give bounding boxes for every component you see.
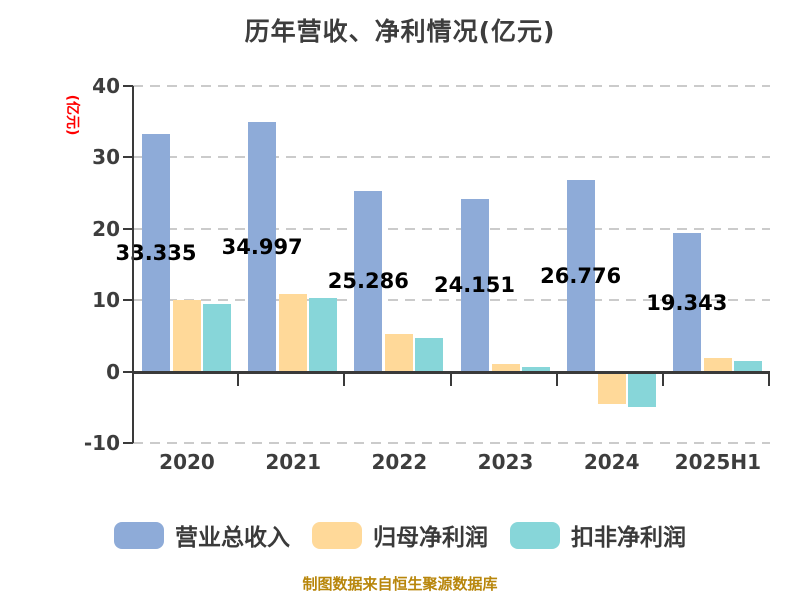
bar-扣非净利润-2023 — [521, 367, 550, 372]
bar-value-label: 26.776 — [540, 264, 622, 288]
chart-title: 历年营收、净利情况(亿元) — [244, 17, 556, 46]
bar-扣非净利润-2021 — [309, 298, 338, 372]
bar-value-label: 33.335 — [115, 240, 197, 265]
bar-归母净利润-2025H1 — [703, 358, 732, 372]
x-axis-tick — [555, 373, 558, 386]
x-tick-label-2022: 2022 — [371, 450, 428, 474]
legend-item-deducted-profit: 扣非净利润 — [510, 518, 686, 552]
bar-营业总收入-2023 — [460, 199, 489, 372]
legend: 营业总收入 归母净利润 扣非净利润 — [0, 518, 800, 552]
bar-value-label: 19.343 — [646, 290, 728, 315]
bar-营业总收入-2020 — [142, 133, 170, 372]
legend-item-net-profit: 归母净利润 — [312, 518, 488, 552]
x-axis-tick — [661, 373, 664, 386]
y-axis-line — [132, 86, 134, 443]
bar-营业总收入-2025H1 — [672, 233, 701, 372]
gridline-40 — [133, 85, 770, 87]
legend-label-net-profit: 归母净利润 — [373, 525, 488, 551]
x-tick-label-2023: 2023 — [477, 450, 534, 474]
bar-归母净利润-2021 — [279, 293, 308, 372]
y-tick-label: 10 — [92, 288, 120, 313]
bar-营业总收入-2024 — [566, 180, 595, 372]
deducted-profit-swatch-icon — [510, 521, 560, 549]
y-tick-label: 0 — [106, 359, 120, 384]
bar-value-label: 25.286 — [327, 269, 409, 294]
bar-扣非净利润-2025H1 — [733, 360, 762, 372]
x-axis-tick — [343, 373, 346, 386]
y-axis-tick — [123, 370, 133, 373]
x-axis-tick — [449, 373, 452, 386]
revenue-swatch-icon — [114, 521, 164, 549]
gridline--10 — [133, 442, 770, 444]
y-axis-tick — [123, 227, 133, 230]
bar-归母净利润-2022 — [385, 333, 414, 372]
y-tick-label: -10 — [83, 431, 120, 455]
x-tick-label-2025H1: 2025H1 — [674, 450, 761, 474]
x-axis-tick — [768, 373, 770, 386]
y-tick-label: 30 — [92, 145, 120, 170]
bar-扣非净利润-2024 — [627, 371, 656, 408]
y-axis-tick — [123, 156, 133, 159]
bar-营业总收入-2022 — [354, 191, 383, 372]
gridline-10 — [133, 299, 770, 302]
bar-扣非净利润-2020 — [203, 304, 231, 372]
bar-value-label: 24.151 — [433, 273, 516, 298]
gridline-30 — [133, 156, 770, 159]
bar-归母净利润-2020 — [173, 300, 201, 372]
legend-label-revenue: 营业总收入 — [175, 525, 290, 551]
x-tick-label-2021: 2021 — [265, 450, 321, 474]
legend-label-deducted-profit: 扣非净利润 — [571, 525, 686, 551]
bar-归母净利润-2024 — [597, 371, 626, 405]
y-tick-label: 20 — [92, 216, 120, 241]
y-tick-label: 40 — [92, 74, 120, 98]
bar-value-label: 34.997 — [221, 234, 303, 259]
gridline-20 — [133, 227, 770, 230]
bar-归母净利润-2023 — [491, 364, 520, 372]
y-axis-tick — [123, 442, 133, 444]
bar-营业总收入-2021 — [248, 121, 277, 372]
data-source-note: 制图数据来自恒生聚源数据库 — [302, 575, 498, 593]
x-tick-label-2024: 2024 — [583, 450, 640, 474]
legend-item-revenue: 营业总收入 — [114, 518, 290, 552]
y-axis-tick — [123, 85, 133, 87]
bar-扣非净利润-2022 — [415, 338, 444, 372]
x-axis-line — [133, 370, 770, 374]
x-tick-label-2020: 2020 — [159, 450, 215, 474]
net-profit-swatch-icon — [312, 521, 362, 549]
y-axis-tick — [123, 299, 133, 302]
x-axis-tick — [237, 373, 240, 386]
